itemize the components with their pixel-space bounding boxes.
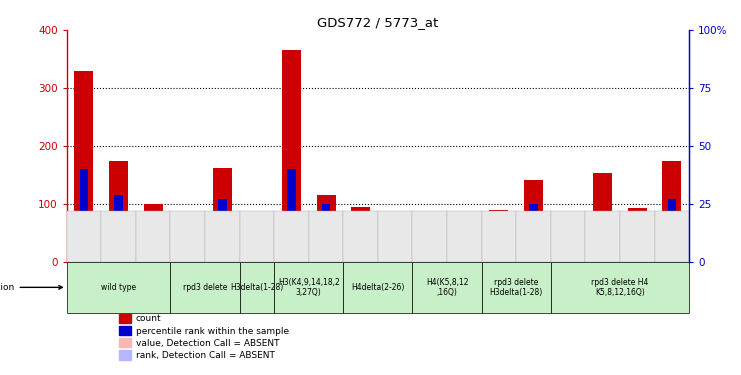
Bar (239, 262, 274, 313)
Bar (253, 218, 261, 262)
Bar (287, 169, 296, 262)
Bar (239, 211, 274, 262)
Bar (119, 350, 130, 360)
Bar (316, 195, 336, 262)
Bar (455, 230, 474, 262)
Bar (183, 225, 192, 262)
Bar (420, 214, 439, 262)
Text: rpd3 delete
H3delta(1-28): rpd3 delete H3delta(1-28) (490, 278, 543, 297)
Bar (119, 338, 130, 348)
Bar (460, 232, 468, 262)
Text: H3delta(1-28): H3delta(1-28) (230, 283, 284, 292)
Bar (79, 169, 88, 262)
Bar (413, 211, 447, 262)
Bar (585, 211, 620, 262)
Bar (205, 211, 239, 262)
Bar (425, 227, 434, 262)
Bar (598, 211, 607, 262)
Bar (282, 50, 301, 262)
Bar (74, 70, 93, 262)
Bar (67, 211, 102, 262)
Bar (67, 262, 170, 313)
Bar (662, 160, 682, 262)
Title: GDS772 / 5773_at: GDS772 / 5773_at (317, 16, 439, 29)
Bar (529, 204, 538, 262)
Bar (274, 211, 309, 262)
Bar (628, 208, 647, 262)
Bar (593, 173, 612, 262)
Bar (385, 211, 405, 262)
Bar (482, 262, 551, 313)
Bar (654, 211, 689, 262)
Bar (218, 200, 227, 262)
Bar (170, 211, 205, 262)
Bar (516, 211, 551, 262)
Bar (343, 211, 378, 262)
Bar (119, 326, 130, 335)
Bar (144, 204, 162, 262)
Bar (668, 200, 676, 262)
Text: percentile rank within the sample: percentile rank within the sample (136, 327, 289, 336)
Bar (170, 262, 239, 313)
Text: H4(K5,8,12
,16Q): H4(K5,8,12 ,16Q) (426, 278, 468, 297)
Bar (213, 168, 232, 262)
Bar (551, 211, 585, 262)
Text: H4delta(2-26): H4delta(2-26) (351, 283, 405, 292)
Bar (559, 220, 577, 262)
Bar (149, 211, 157, 262)
Text: rpd3 delete H4
K5,8,12,16Q): rpd3 delete H4 K5,8,12,16Q) (591, 278, 648, 297)
Bar (413, 262, 482, 313)
Bar (247, 223, 266, 262)
Bar (274, 262, 343, 313)
Bar (489, 210, 508, 262)
Bar (109, 160, 128, 262)
Bar (494, 220, 503, 262)
Bar (391, 227, 399, 262)
Text: value, Detection Call = ABSENT: value, Detection Call = ABSENT (136, 339, 279, 348)
Bar (482, 211, 516, 262)
Bar (136, 211, 170, 262)
Bar (620, 211, 654, 262)
Text: count: count (136, 315, 162, 324)
Bar (178, 216, 197, 262)
Bar (633, 225, 642, 262)
Bar (524, 180, 543, 262)
Bar (564, 230, 572, 262)
Bar (551, 262, 689, 313)
Bar (309, 211, 343, 262)
Text: H3(K4,9,14,18,2
3,27Q): H3(K4,9,14,18,2 3,27Q) (278, 278, 339, 297)
Text: wild type: wild type (101, 283, 136, 292)
Text: rank, Detection Call = ABSENT: rank, Detection Call = ABSENT (136, 351, 275, 360)
Bar (102, 211, 136, 262)
Bar (343, 262, 413, 313)
Bar (378, 211, 413, 262)
Bar (351, 207, 370, 262)
Text: genotype/variation: genotype/variation (0, 283, 62, 292)
Text: rpd3 delete: rpd3 delete (183, 283, 227, 292)
Bar (322, 204, 330, 262)
Bar (114, 195, 123, 262)
Bar (447, 211, 482, 262)
Bar (119, 314, 130, 323)
Bar (356, 225, 365, 262)
